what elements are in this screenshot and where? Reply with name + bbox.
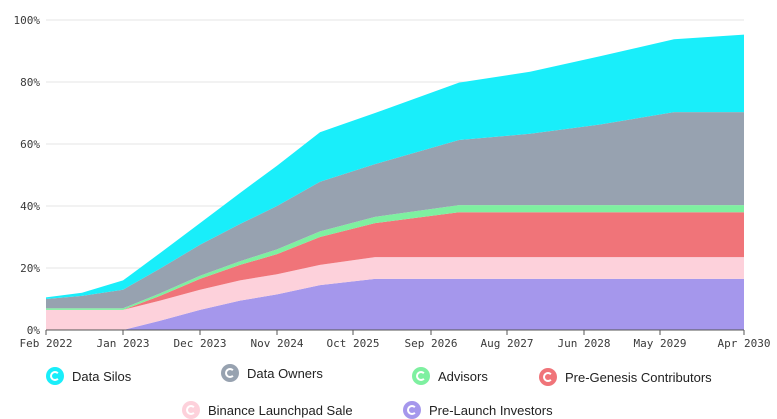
legend-item-pre-launch-investors[interactable]: Pre-Launch Investors (403, 401, 553, 419)
x-tick-label: Nov 2024 (251, 337, 304, 350)
area-binance-launchpad-sale[interactable] (46, 257, 744, 330)
area-data-silos[interactable] (46, 34, 744, 299)
x-tick-label: Oct 2025 (327, 337, 380, 350)
legend-item-advisors[interactable]: Advisors (412, 367, 488, 385)
x-tick-label: Jan 2023 (97, 337, 150, 350)
area-pre-genesis-contributors[interactable] (46, 212, 744, 310)
area-pre-launch-investors[interactable] (46, 278, 744, 330)
binance-launchpad-sale-icon (182, 401, 200, 419)
legend-item-data-silos[interactable]: Data Silos (46, 367, 131, 385)
x-tick-label: Sep 2026 (405, 337, 458, 350)
legend-label: Pre-Launch Investors (429, 402, 553, 418)
y-tick-label: 40% (20, 200, 40, 213)
data-silos-icon (46, 367, 64, 385)
axes: 0% 20% 40% 60% 80% 100% Feb 2022 Jan 2023 Dec 20… (14, 14, 771, 350)
legend-label: Data Silos (72, 368, 132, 384)
legend-label: Pre-Genesis Contributors (565, 369, 712, 385)
vesting-area-chart: 0% 20% 40% 60% 80% 100% Feb 2022 Jan 2023 Dec 20… (14, 14, 771, 350)
x-tick-label: Jun 2028 (558, 337, 611, 350)
legend-item-binance-launchpad-sale[interactable]: Binance Launchpad Sale (182, 401, 353, 419)
advisors-icon (412, 367, 430, 385)
y-tick-label: 0% (27, 324, 41, 337)
legend-item-pre-genesis-contributors[interactable]: Pre-Genesis Contributors (539, 368, 712, 386)
pre-launch-investors-icon (403, 401, 421, 419)
y-tick-label: 60% (20, 138, 40, 151)
area-data-owners[interactable] (46, 112, 744, 309)
legend-label: Binance Launchpad Sale (208, 402, 353, 418)
legend-item-data-owners[interactable]: Data Owners (221, 364, 323, 382)
x-tick-label: Aug 2027 (481, 337, 534, 350)
y-tick-label: 100% (14, 14, 41, 27)
y-tick-label: 80% (20, 76, 40, 89)
y-tick-label: 20% (20, 262, 40, 275)
data-owners-icon (221, 364, 239, 382)
legend-label: Advisors (438, 368, 488, 384)
area-series (46, 34, 744, 330)
legend-label: Data Owners (247, 365, 323, 381)
x-tick-label: Dec 2023 (174, 337, 227, 350)
x-tick-label: May 2029 (634, 337, 687, 350)
x-tick-label: Apr 2030 (718, 337, 771, 350)
x-tick-label: Feb 2022 (20, 337, 73, 350)
pre-genesis-contributors-icon (539, 368, 557, 386)
